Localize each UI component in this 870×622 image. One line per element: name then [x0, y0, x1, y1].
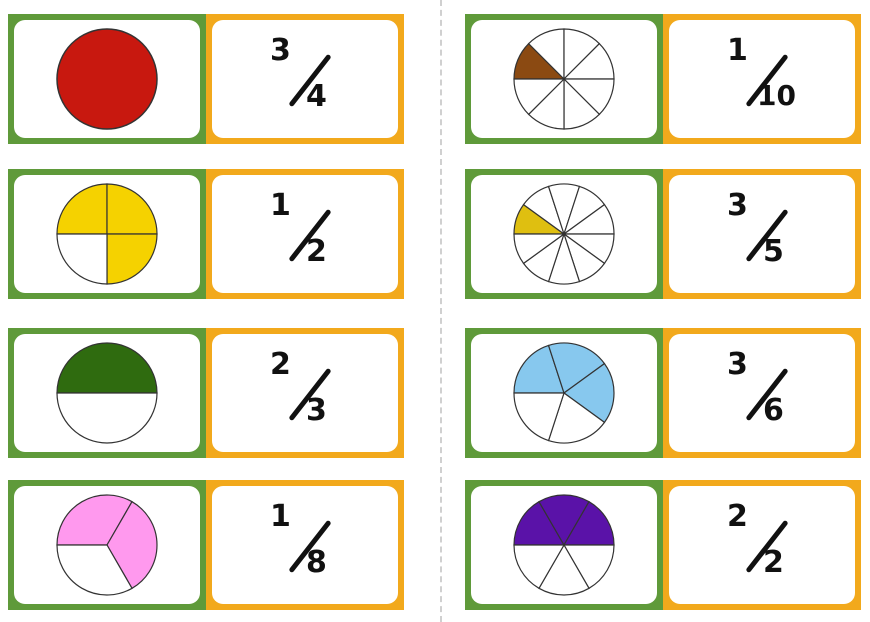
- domino-card: 1 8: [8, 480, 404, 610]
- fraction-label: 1 2: [260, 189, 350, 279]
- pie-slice-empty: [56, 392, 158, 444]
- pie-slice-filled: [56, 342, 158, 394]
- domino-fraction-half: 3 4: [206, 14, 404, 144]
- fraction-pie-chart: [513, 28, 615, 130]
- pie-slice-filled: [56, 183, 108, 235]
- pie-slice-filled: [547, 342, 606, 394]
- domino-fraction-half: 3 6: [663, 328, 861, 458]
- pie-slice-filled: [513, 344, 565, 394]
- fraction-pie-chart: [513, 183, 615, 285]
- domino-picture-half: [8, 169, 206, 299]
- domino-fraction-half: 1 8: [206, 480, 404, 610]
- domino-picture-half: [465, 169, 663, 299]
- fraction-label: 1 8: [260, 500, 350, 590]
- pie-slice-filled: [538, 494, 590, 547]
- domino-fraction-half: 3 5: [663, 169, 861, 299]
- domino-picture-half: [465, 14, 663, 144]
- pie-slice-filled: [106, 500, 158, 590]
- fraction-label: 2 2: [717, 500, 807, 590]
- fraction-denominator: 3: [306, 393, 327, 428]
- domino-picture-half: [8, 328, 206, 458]
- fraction-pie-chart: [56, 183, 158, 285]
- fraction-pie-chart: [513, 494, 615, 596]
- fraction-label: 1 10: [717, 34, 807, 124]
- fraction-numerator: 2: [727, 499, 748, 534]
- fraction-label: 2 3: [260, 348, 350, 438]
- domino-picture-half: [8, 480, 206, 610]
- pie-slice-filled: [562, 500, 615, 546]
- fraction-pie-chart: [56, 342, 158, 444]
- pie-slice-filled: [56, 28, 158, 130]
- fraction-denominator: 2: [306, 234, 327, 269]
- fraction-label: 3 4: [260, 34, 350, 124]
- domino-card: 3 5: [465, 169, 861, 299]
- pie-slice-empty: [513, 392, 565, 442]
- domino-fraction-half: 2 3: [206, 328, 404, 458]
- pie-slice-empty: [56, 544, 133, 596]
- fraction-denominator: 4: [306, 79, 327, 114]
- fraction-denominator: 8: [306, 545, 327, 580]
- domino-picture-half: [465, 480, 663, 610]
- pie-slice-empty: [513, 544, 566, 590]
- pie-slice-filled: [562, 362, 615, 424]
- pie-slice-empty: [538, 543, 590, 596]
- fraction-denominator: 10: [757, 79, 796, 112]
- domino-card: 2 3: [8, 328, 404, 458]
- fraction-denominator: 5: [763, 234, 784, 269]
- fraction-numerator: 1: [727, 33, 748, 68]
- fraction-numerator: 1: [270, 188, 291, 223]
- pie-slice-empty: [513, 78, 566, 116]
- domino-card: 3 4: [8, 14, 404, 144]
- pie-slice-empty: [562, 544, 615, 590]
- fraction-pie-chart: [56, 28, 158, 130]
- pie-slice-filled: [106, 183, 158, 235]
- fraction-numerator: 3: [727, 347, 748, 382]
- fraction-pie-chart: [56, 494, 158, 596]
- fraction-numerator: 2: [270, 347, 291, 382]
- domino-card: 1 2: [8, 169, 404, 299]
- cut-line-divider: [440, 0, 442, 622]
- pie-slice-empty: [547, 392, 606, 444]
- fraction-pie-chart: [513, 342, 615, 444]
- fraction-denominator: 2: [763, 545, 784, 580]
- domino-fraction-half: 2 2: [663, 480, 861, 610]
- pie-slice-filled: [56, 494, 133, 546]
- domino-fraction-half: 1 2: [206, 169, 404, 299]
- fraction-numerator: 3: [727, 188, 748, 223]
- pie-slice-filled: [106, 233, 158, 285]
- domino-picture-half: [465, 328, 663, 458]
- domino-card: 1 10: [465, 14, 861, 144]
- fraction-label: 3 6: [717, 348, 807, 438]
- fraction-numerator: 1: [270, 499, 291, 534]
- fraction-numerator: 3: [270, 33, 291, 68]
- pie-slice-empty: [513, 233, 566, 265]
- fraction-label: 3 5: [717, 189, 807, 279]
- domino-fraction-half: 1 10: [663, 14, 861, 144]
- pie-slice-empty: [56, 233, 108, 285]
- domino-card: 3 6: [465, 328, 861, 458]
- fraction-denominator: 6: [763, 393, 784, 428]
- pie-slice-filled: [513, 500, 566, 546]
- domino-card: 2 2: [465, 480, 861, 610]
- domino-picture-half: [8, 14, 206, 144]
